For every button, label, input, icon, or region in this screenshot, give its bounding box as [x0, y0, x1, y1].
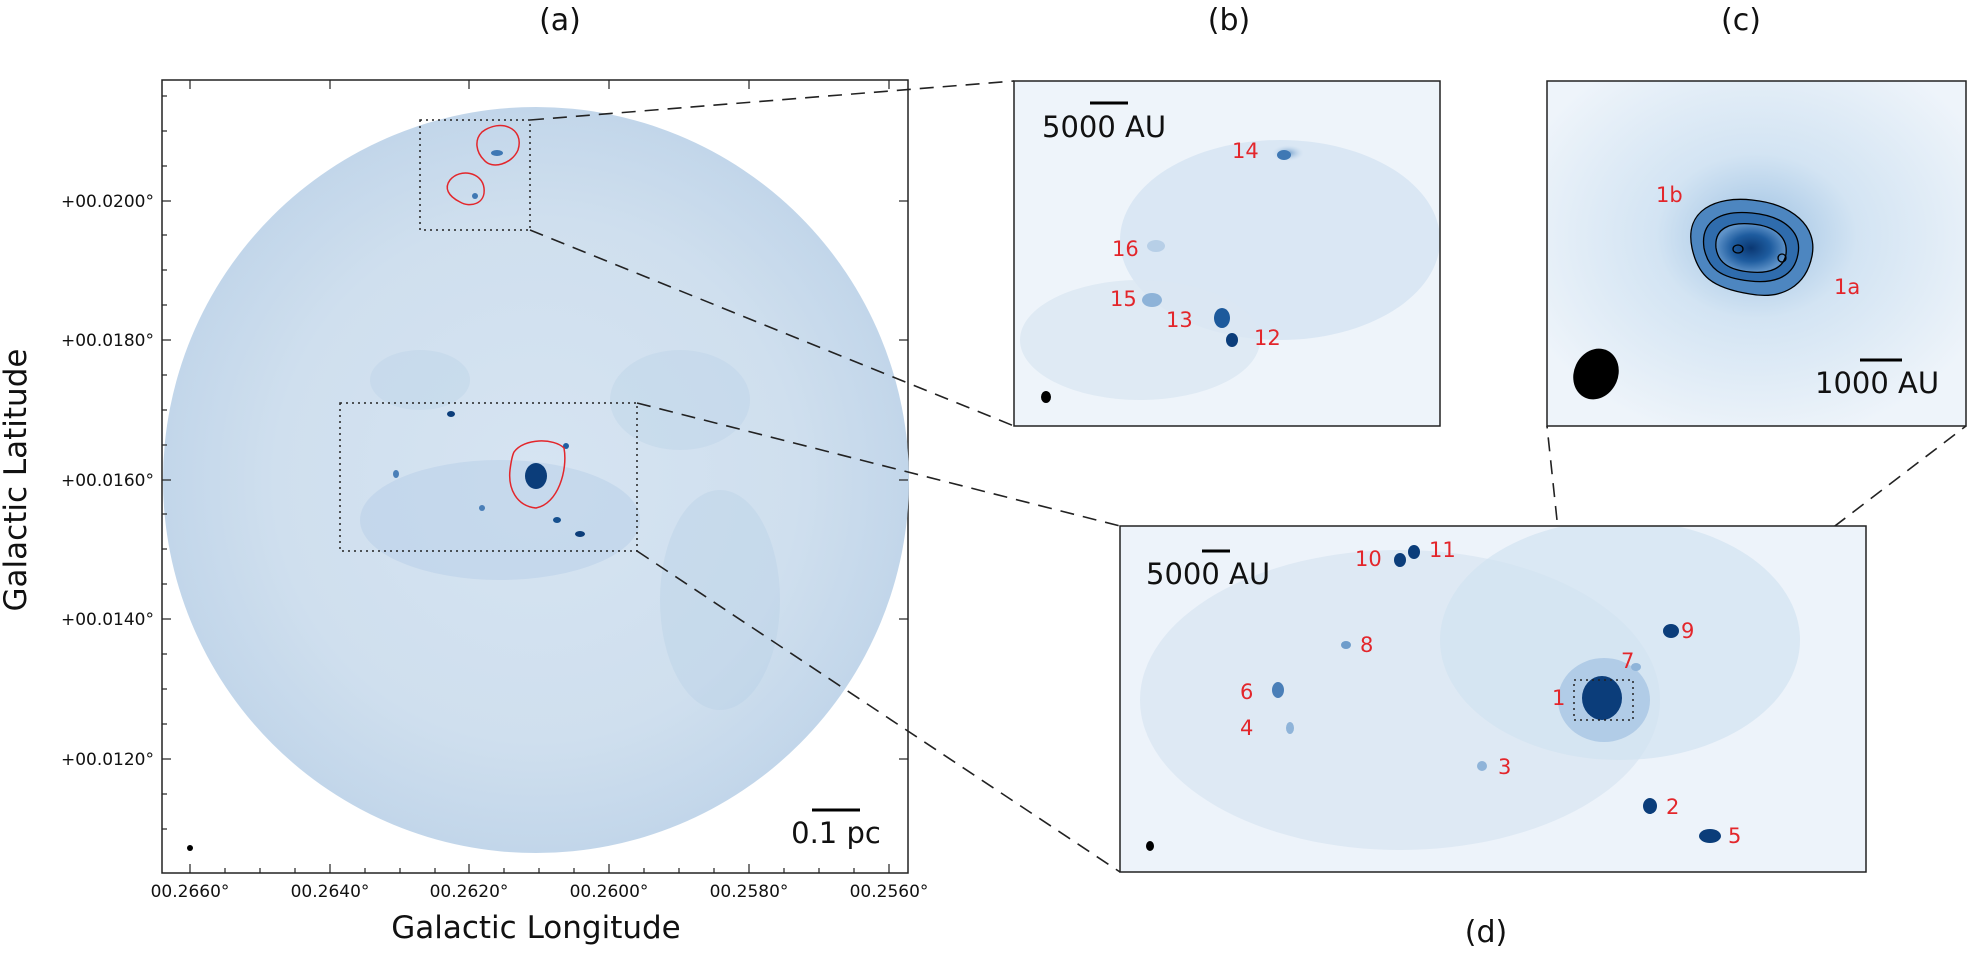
source-compact [575, 531, 585, 537]
y-tick-label: +00.0160° [61, 471, 154, 491]
panel-b-frame [1013, 80, 1441, 427]
y-tick-label: +00.0120° [61, 750, 154, 770]
source-1-compact [525, 463, 547, 489]
x-axis-ticks [189, 80, 890, 873]
scalebar-d-label: 5000 AU [1146, 557, 1270, 591]
source-label-1b: 1b [1656, 183, 1683, 207]
panel-letter-d: (d) [1465, 915, 1507, 950]
contour-inner [1715, 222, 1787, 274]
source-12 [1226, 333, 1238, 347]
red-contour [476, 124, 520, 166]
x-tick-label: 00.2560° [850, 882, 929, 902]
source-label-13: 13 [1166, 308, 1193, 332]
panel-letter-c: (c) [1721, 3, 1761, 38]
faint-emission [360, 460, 640, 580]
source-9 [1663, 624, 1679, 638]
red-contour [446, 172, 485, 206]
y-axis-title: Galactic Latitude [0, 349, 34, 612]
source-7 [1631, 663, 1641, 671]
beam-ellipse [187, 845, 193, 851]
contour-peak-1b [1732, 244, 1744, 254]
source-faint [472, 193, 478, 199]
source-label-11: 11 [1429, 538, 1456, 562]
zoom-box-c [1573, 679, 1634, 721]
faint-emission [660, 490, 780, 710]
faint-emission [610, 350, 750, 450]
scalebar-c-label: 1000 AU [1815, 366, 1939, 400]
source-faint [479, 505, 485, 511]
x-tick-label: 00.2640° [291, 882, 370, 902]
source-1 [1582, 676, 1622, 720]
source-label-16: 16 [1112, 237, 1139, 261]
zoom-box-b [419, 119, 531, 231]
faint-emission [1020, 280, 1260, 400]
source-label-9: 9 [1681, 619, 1694, 643]
panel-letter-a: (a) [539, 3, 581, 38]
panel-b: 5000 AU 14 16 15 13 12 [1013, 80, 1441, 427]
y-tick-label: +00.0200° [61, 192, 154, 212]
source-label-8: 8 [1360, 633, 1373, 657]
source-faint [393, 470, 399, 478]
source-compact [447, 411, 455, 417]
source-faint [491, 150, 503, 156]
source-label-5: 5 [1728, 824, 1741, 848]
source-label-1a: 1a [1834, 275, 1860, 299]
source-16 [1147, 240, 1165, 252]
scalebar-a-label: 0.1 pc [791, 816, 881, 850]
y-tick-label: +00.0180° [61, 331, 154, 351]
source-label-1: 1 [1552, 686, 1565, 710]
red-contour [508, 440, 566, 509]
source-label-10: 10 [1355, 547, 1382, 571]
source-label-4: 4 [1240, 716, 1253, 740]
panel-c: 1b 1a 1000 AU [1546, 80, 1967, 427]
source-label-7: 7 [1621, 649, 1634, 673]
source-10 [1394, 553, 1406, 567]
y-tick-label: +00.0140° [61, 610, 154, 630]
source-2 [1643, 798, 1657, 814]
faint-emission [370, 350, 470, 410]
source-compact [553, 517, 561, 523]
panel-a: 0.1 pc 00.2660° 00.2640° 00.2620° 00.260… [0, 79, 929, 946]
panel-letter-b: (b) [1208, 3, 1250, 38]
source-label-12: 12 [1254, 326, 1281, 350]
faint-emission [1440, 526, 1800, 760]
source-label-14: 14 [1232, 139, 1259, 163]
x-tick-label: 00.2660° [151, 882, 230, 902]
source-5 [1699, 829, 1721, 843]
source-label-2: 2 [1666, 795, 1679, 819]
source-3 [1477, 761, 1487, 771]
source-6 [1272, 682, 1284, 698]
scalebar-b-label: 5000 AU [1042, 110, 1166, 144]
y-axis-ticks [162, 95, 908, 830]
x-tick-label: 00.2600° [570, 882, 649, 902]
source-label-3: 3 [1498, 755, 1511, 779]
source-8 [1341, 641, 1351, 649]
x-tick-label: 00.2620° [430, 882, 509, 902]
source-4 [1286, 722, 1294, 734]
panel-d-frame [1119, 525, 1867, 873]
x-tick-label: 00.2580° [710, 882, 789, 902]
beam-ellipse [1573, 348, 1619, 400]
source-label-15: 15 [1110, 287, 1137, 311]
panel-d: 5000 AU 10 11 8 9 7 1 6 4 3 2 5 [1119, 525, 1867, 873]
source-14-core [1277, 150, 1291, 160]
x-axis-title: Galactic Longitude [391, 910, 681, 946]
source-15 [1142, 293, 1162, 307]
source-11 [1408, 545, 1420, 559]
contour-peak-1a [1777, 253, 1787, 263]
source-13 [1214, 308, 1230, 328]
beam-ellipse [1146, 841, 1154, 851]
zoom-box-d [339, 402, 638, 552]
panel-c-frame [1546, 80, 1967, 427]
beam-ellipse [1041, 391, 1051, 403]
source-label-6: 6 [1240, 680, 1253, 704]
